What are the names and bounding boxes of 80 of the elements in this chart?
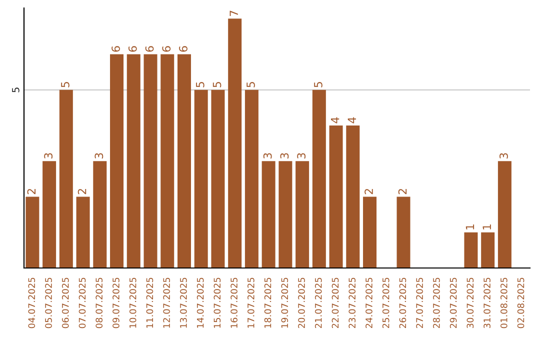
bar xyxy=(211,90,225,268)
x-tick-label: 12.07.2025 xyxy=(163,278,170,328)
x-tick-label: 14.07.2025 xyxy=(196,278,204,328)
bar xyxy=(396,196,410,268)
data-label: 3 xyxy=(263,153,272,159)
data-label: 3 xyxy=(44,153,53,159)
x-tick-label: 11.07.2025 xyxy=(146,278,154,328)
x-tick-label: 06.07.2025 xyxy=(62,278,69,328)
x-tick-label: 27.07.2025 xyxy=(416,278,423,328)
bar xyxy=(177,54,191,268)
bar xyxy=(363,196,377,268)
data-label: 3 xyxy=(500,153,508,159)
bar xyxy=(110,54,124,268)
x-tick-label: 07.07.2025 xyxy=(78,278,86,328)
data-label: 6 xyxy=(145,46,154,52)
x-tick-label: 28.07.2025 xyxy=(433,278,440,328)
bar xyxy=(194,90,208,268)
data-label: 1 xyxy=(482,224,491,230)
bar xyxy=(346,126,360,268)
bar xyxy=(329,126,343,268)
x-tick-label: 15.07.2025 xyxy=(214,278,221,328)
bar xyxy=(244,90,258,268)
data-label: 2 xyxy=(364,189,373,194)
bar xyxy=(481,232,495,268)
data-label: 6 xyxy=(128,46,137,52)
bar xyxy=(76,196,90,268)
bar xyxy=(160,54,174,268)
x-tick-label: 21.07.2025 xyxy=(314,278,322,328)
bar xyxy=(42,161,56,268)
bar xyxy=(59,90,73,268)
data-label: 2 xyxy=(27,189,36,194)
x-tick-label: 10.07.2025 xyxy=(129,278,136,328)
x-tick-label: 25.07.2025 xyxy=(382,278,390,328)
x-tick-label: 01.08.2025 xyxy=(500,278,508,328)
x-tick-label: 30.07.2025 xyxy=(466,278,474,328)
data-label: 6 xyxy=(112,46,120,52)
x-tick-label: 09.07.2025 xyxy=(112,278,120,328)
data-label: 5 xyxy=(196,82,204,88)
bar xyxy=(144,54,158,268)
bar xyxy=(93,161,107,268)
data-label: 4 xyxy=(348,117,356,124)
x-tick-label: 31.07.2025 xyxy=(484,278,490,328)
bar xyxy=(26,196,40,268)
bar xyxy=(278,161,292,268)
data-label: 3 xyxy=(280,153,289,159)
x-tick-label: 02.08.2025 xyxy=(517,278,524,328)
data-label: 5 xyxy=(246,82,255,88)
data-label: 4 xyxy=(331,117,340,124)
data-label: 5 xyxy=(314,82,322,88)
bar xyxy=(464,232,478,268)
x-tick-label: 05.07.2025 xyxy=(45,278,52,328)
data-label: 5 xyxy=(212,82,222,88)
data-label: 3 xyxy=(297,153,306,159)
x-tick-label: 16.07.2025 xyxy=(230,278,238,328)
bar xyxy=(498,161,512,268)
data-label: 3 xyxy=(94,153,104,159)
x-tick-label: 04.07.2025 xyxy=(28,278,36,328)
data-label: 7 xyxy=(230,10,238,16)
x-tick-label: 22.07.2025 xyxy=(332,278,339,328)
x-tick-label: 29.07.2025 xyxy=(450,278,457,328)
bar xyxy=(296,161,310,268)
x-tick-label: 24.07.2025 xyxy=(366,278,372,328)
bar xyxy=(312,90,326,268)
data-label: 6 xyxy=(162,46,171,52)
data-label: 5 xyxy=(61,82,70,88)
data-label: 6 xyxy=(179,46,188,52)
x-tick-label: 20.07.2025 xyxy=(298,278,305,328)
bar xyxy=(262,161,276,268)
data-label: 1 xyxy=(466,224,474,230)
bar xyxy=(126,54,140,268)
bar xyxy=(228,18,242,268)
x-tick-label: 08.07.2025 xyxy=(96,278,103,328)
data-label: 2 xyxy=(398,189,407,194)
x-tick-label: 26.07.2025 xyxy=(399,278,406,328)
x-tick-label: 19.07.2025 xyxy=(281,278,288,328)
data-label: 2 xyxy=(78,189,86,194)
x-tick-label: 13.07.2025 xyxy=(180,278,187,328)
x-tick-label: 23.07.2025 xyxy=(348,278,356,328)
x-tick-label: 18.07.2025 xyxy=(264,278,272,328)
x-tick-label: 17.07.2025 xyxy=(247,278,254,328)
